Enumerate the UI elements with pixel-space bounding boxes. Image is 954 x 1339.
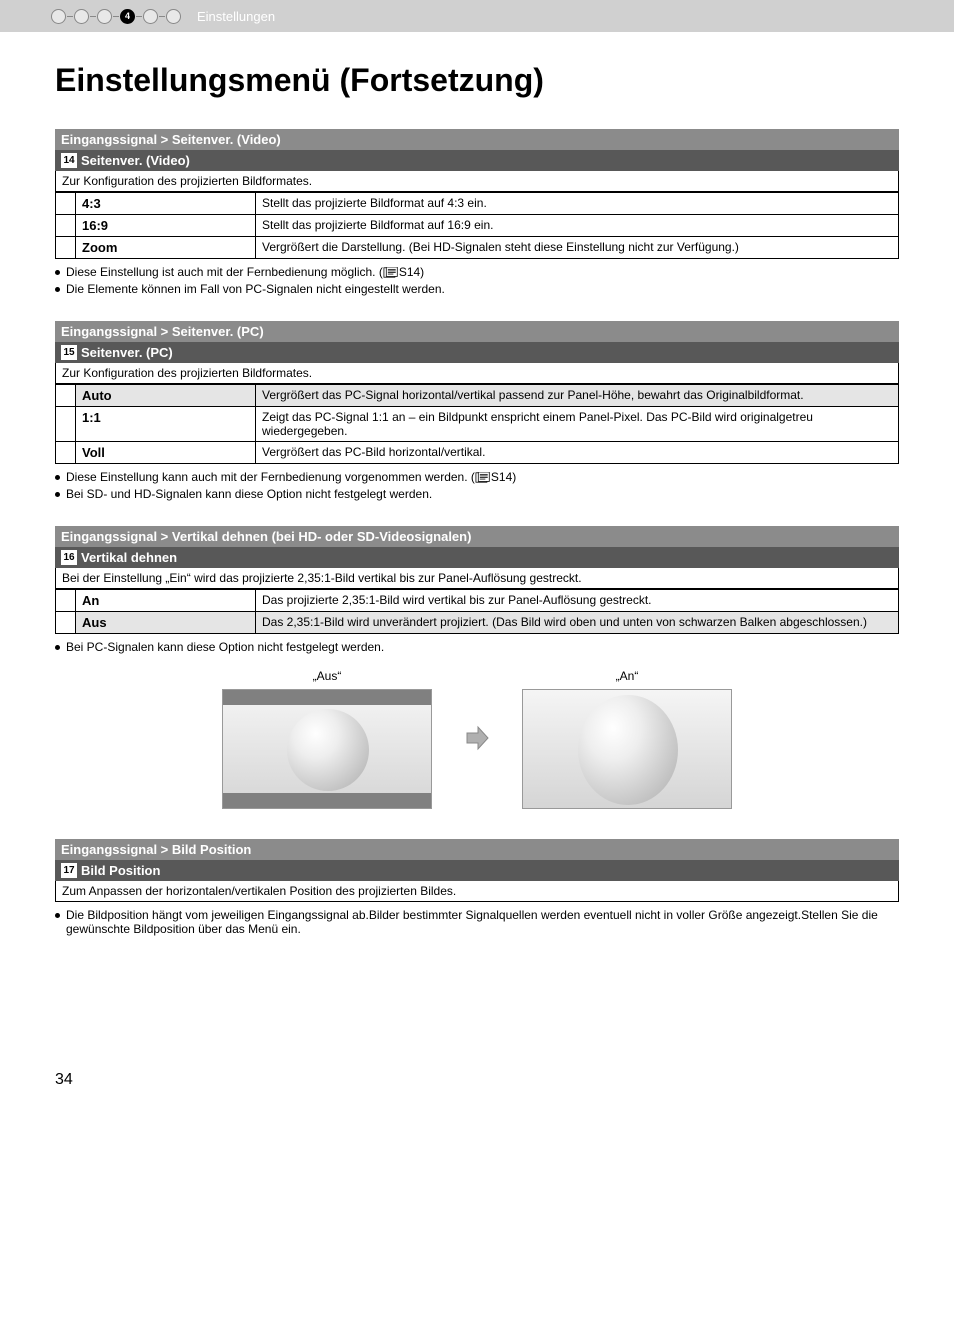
section-header: Eingangssignal > Seitenver. (PC)	[55, 321, 899, 342]
table-row: ZoomVergrößert die Darstellung. (Bei HD-…	[56, 237, 899, 259]
config-note: Bei der Einstellung „Ein“ wird das proji…	[55, 568, 899, 589]
row-desc: Stellt das projizierte Bildformat auf 16…	[256, 215, 899, 237]
subsection-header: 17Bild Position	[55, 860, 899, 881]
row-key: An	[76, 590, 256, 612]
bullet-item: Die Elemente können im Fall von PC-Signa…	[55, 282, 899, 296]
config-note: Zur Konfiguration des projizierten Bildf…	[55, 171, 899, 192]
section-header: Eingangssignal > Seitenver. (Video)	[55, 129, 899, 150]
row-key: 4:3	[76, 193, 256, 215]
settings-table: AnDas projizierte 2,35:1-Bild wird verti…	[55, 589, 899, 634]
table-row: AnDas projizierte 2,35:1-Bild wird verti…	[56, 590, 899, 612]
table-row: 1:1Zeigt das PC-Signal 1:1 an – ein Bild…	[56, 407, 899, 442]
section-2: Eingangssignal > Vertikal dehnen (bei HD…	[55, 526, 899, 809]
row-key: Voll	[76, 442, 256, 464]
row-key: Aus	[76, 612, 256, 634]
config-note: Zur Konfiguration des projizierten Bildf…	[55, 363, 899, 384]
bullet-item: Bei PC-Signalen kann diese Option nicht …	[55, 640, 899, 654]
row-key: Auto	[76, 385, 256, 407]
row-key: 1:1	[76, 407, 256, 442]
settings-table: 4:3Stellt das projizierte Bildformat auf…	[55, 192, 899, 259]
header-label: Einstellungen	[197, 9, 275, 24]
row-desc: Vergrößert die Darstellung. (Bei HD-Sign…	[256, 237, 899, 259]
page-header: 4 Einstellungen	[0, 0, 954, 32]
settings-table: AutoVergrößert das PC-Signal horizontal/…	[55, 384, 899, 464]
row-key: 16:9	[76, 215, 256, 237]
bullet-item: Diese Einstellung ist auch mit der Fernb…	[55, 265, 899, 279]
row-key: Zoom	[76, 237, 256, 259]
subsection-header: 15Seitenver. (PC)	[55, 342, 899, 363]
page-title: Einstellungsmenü (Fortsetzung)	[55, 62, 899, 99]
arrow-icon	[462, 723, 492, 756]
table-row: 4:3Stellt das projizierte Bildformat auf…	[56, 193, 899, 215]
num-badge: 17	[61, 863, 77, 878]
page-number: 34	[55, 1071, 73, 1089]
step-indicator: 4	[50, 9, 182, 24]
table-row: AusDas 2,35:1-Bild wird unverändert proj…	[56, 612, 899, 634]
section-header: Eingangssignal > Vertikal dehnen (bei HD…	[55, 526, 899, 547]
row-desc: Das 2,35:1-Bild wird unverändert projizi…	[256, 612, 899, 634]
section-0: Eingangssignal > Seitenver. (Video)14Sei…	[55, 129, 899, 296]
num-badge: 15	[61, 345, 77, 360]
table-row: 16:9Stellt das projizierte Bildformat au…	[56, 215, 899, 237]
step-active: 4	[120, 9, 135, 24]
row-desc: Vergrößert das PC-Bild horizontal/vertik…	[256, 442, 899, 464]
row-desc: Zeigt das PC-Signal 1:1 an – ein Bildpun…	[256, 407, 899, 442]
img-label-aus: „Aus“	[222, 669, 432, 683]
row-desc: Vergrößert das PC-Signal horizontal/vert…	[256, 385, 899, 407]
subsection-header: 14Seitenver. (Video)	[55, 150, 899, 171]
row-desc: Stellt das projizierte Bildformat auf 4:…	[256, 193, 899, 215]
an-image	[522, 689, 732, 809]
aus-image	[222, 689, 432, 809]
config-note: Zum Anpassen der horizontalen/vertikalen…	[55, 881, 899, 902]
section-header: Eingangssignal > Bild Position	[55, 839, 899, 860]
section-3: Eingangssignal > Bild Position17Bild Pos…	[55, 839, 899, 936]
image-comparison: „Aus“ „An“	[55, 669, 899, 809]
subsection-header: 16Vertikal dehnen	[55, 547, 899, 568]
section-1: Eingangssignal > Seitenver. (PC)15Seiten…	[55, 321, 899, 501]
row-desc: Das projizierte 2,35:1-Bild wird vertika…	[256, 590, 899, 612]
table-row: AutoVergrößert das PC-Signal horizontal/…	[56, 385, 899, 407]
bullet-item: Die Bildposition hängt vom jeweiligen Ei…	[55, 908, 899, 936]
img-label-an: „An“	[522, 669, 732, 683]
table-row: VollVergrößert das PC-Bild horizontal/ve…	[56, 442, 899, 464]
num-badge: 14	[61, 153, 77, 168]
num-badge: 16	[61, 550, 77, 565]
bullet-item: Bei SD- und HD-Signalen kann diese Optio…	[55, 487, 899, 501]
bullet-item: Diese Einstellung kann auch mit der Fern…	[55, 470, 899, 484]
